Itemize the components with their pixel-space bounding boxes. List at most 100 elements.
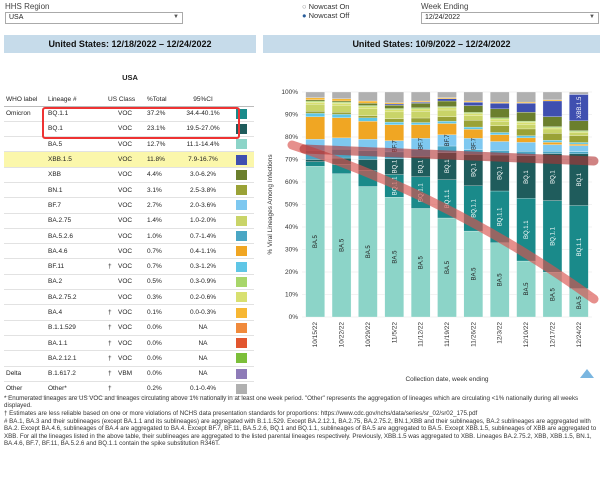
bar-data-label: BF.7	[471, 137, 477, 150]
who-label-cell: Delta	[4, 366, 46, 382]
y-tick-label: 90%	[285, 112, 298, 119]
us-class-cell: †	[106, 381, 145, 398]
footnote-aggregation: # BA.1, BA.3 and their sublineages (exce…	[4, 418, 597, 448]
bar-segment	[384, 109, 404, 113]
ci-cell: 3.0-6.2%	[172, 167, 234, 183]
ci-cell: 34.4-40.1%	[172, 106, 234, 122]
nowcast-toggle[interactable]: ○ Nowcast On ● Nowcast Off	[302, 2, 349, 20]
y-tick-label: 80%	[285, 134, 298, 141]
bar-segment	[411, 103, 431, 108]
bar-segment	[437, 100, 457, 107]
bar-segment	[437, 106, 457, 108]
y-tick-label: 30%	[285, 247, 298, 254]
nowcast-on-option[interactable]: ○ Nowcast On	[302, 2, 350, 11]
week-select[interactable]: 12/24/2022 ▼	[421, 12, 599, 24]
bar-segment	[411, 102, 431, 104]
lineage-cell: BA.4	[46, 304, 106, 321]
bar-segment	[463, 113, 483, 116]
lineage-table: WHO label Lineage # US Class %Total 95%C…	[4, 94, 254, 398]
threshold-annotation-stroke	[299, 144, 599, 166]
lineage-color-swatch	[236, 215, 247, 226]
bar-segment	[358, 115, 378, 118]
bar-data-label: BF.7	[392, 140, 398, 153]
bar-segment	[516, 128, 536, 136]
bar-segment	[569, 135, 589, 143]
ci-cell: 7.9-16.7%	[172, 151, 234, 168]
lineage-cell: BA.2	[46, 274, 106, 291]
lineage-cell: BF.7	[46, 197, 106, 214]
pct-total-cell: 0.0%	[145, 335, 172, 352]
bar-segment	[358, 106, 378, 109]
chevron-down-icon: ▼	[173, 14, 179, 20]
bar-segment	[358, 91, 378, 102]
lineage-cell: BA.2.12.1	[46, 350, 106, 367]
us-class-cell: VOC	[106, 167, 145, 183]
who-label-cell	[4, 243, 46, 260]
bar-segment	[463, 112, 483, 114]
bar-data-label: BQ.1	[392, 159, 398, 173]
table-row: B.1.1.529 † VOC 0.0% NA	[4, 320, 254, 336]
bar-data-label: BA.5	[313, 234, 319, 248]
pct-total-cell: 0.0%	[145, 366, 172, 382]
pct-total-cell: 0.1%	[145, 304, 172, 321]
region-label: HHS Region	[5, 2, 50, 11]
bar-segment	[384, 111, 404, 119]
bar-segment	[331, 100, 352, 103]
bar-segment	[305, 161, 325, 167]
ci-cell: NA	[172, 320, 234, 336]
x-tick-label: 11/19/22	[444, 322, 451, 347]
ci-cell: NA	[172, 335, 234, 352]
x-tick-label: 11/12/22	[418, 322, 425, 347]
bar-segment	[331, 105, 352, 113]
bar-segment	[542, 127, 563, 130]
bar-segment	[542, 140, 563, 143]
nowcast-off-option[interactable]: ● Nowcast Off	[302, 11, 350, 20]
dagger-mark: †	[108, 354, 112, 362]
swatch-cell	[234, 381, 254, 398]
ci-cell: 0.2-0.6%	[172, 289, 234, 306]
week-label: Week Ending	[421, 2, 469, 11]
us-class-cell: † VOC	[106, 335, 145, 352]
us-class-cell: VOC	[106, 228, 145, 245]
col-who-label: WHO label	[4, 94, 46, 107]
bar-data-label: BA.5	[392, 250, 398, 264]
bar-segment	[516, 120, 536, 123]
lineage-color-swatch	[236, 246, 247, 257]
swatch-cell	[234, 182, 254, 199]
table-row: BA.1.1 † VOC 0.0% NA	[4, 335, 254, 352]
bar-segment	[411, 107, 431, 110]
x-axis-label: Collection date, week ending	[405, 376, 488, 383]
bar-segment	[490, 121, 510, 126]
lineage-color-swatch	[236, 338, 247, 349]
us-class-cell: † VOC	[106, 320, 145, 336]
bar-data-label: BA.5	[445, 260, 451, 274]
swatch-cell	[234, 167, 254, 183]
bar-segment	[516, 101, 536, 104]
bar-segment	[411, 108, 431, 112]
bar-segment	[437, 109, 457, 117]
decline-annotation-stroke	[287, 140, 599, 304]
y-tick-label: 40%	[285, 224, 298, 231]
swatch-cell	[234, 320, 254, 336]
bar-segment	[516, 142, 536, 152]
bar-data-label: BQ.1	[419, 159, 425, 173]
bar-segment	[437, 121, 457, 124]
who-label-cell	[4, 350, 46, 367]
scroll-marker-icon[interactable]	[580, 369, 594, 378]
who-label-cell	[4, 213, 46, 229]
pct-total-cell: 0.2%	[145, 381, 172, 398]
lineage-color-swatch	[236, 108, 247, 119]
nowcast-off-label: Nowcast Off	[308, 11, 350, 20]
lineage-color-swatch	[236, 276, 247, 287]
us-class-cell: VOC	[106, 213, 145, 229]
bar-segment	[516, 135, 536, 139]
region-select[interactable]: USA ▼	[5, 12, 183, 24]
bar-segment	[463, 129, 483, 139]
bar-segment	[542, 151, 563, 154]
lineage-cell: BA.4.6	[46, 243, 106, 260]
bar-segment	[463, 115, 483, 121]
ci-cell: 11.1-14.4%	[172, 136, 234, 153]
x-tick-label: 10/29/22	[365, 322, 372, 348]
pct-total-cell: 37.2%	[145, 106, 172, 122]
bar-segment	[384, 102, 404, 105]
